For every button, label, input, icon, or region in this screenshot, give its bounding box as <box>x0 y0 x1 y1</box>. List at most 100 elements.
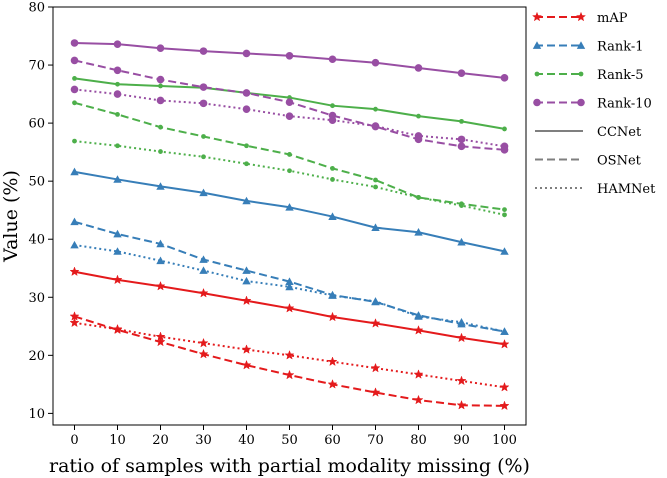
data-point <box>242 196 251 205</box>
data-point <box>287 152 292 157</box>
legend-label: Rank-10 <box>597 97 652 112</box>
data-point <box>287 168 292 174</box>
data-point <box>327 311 338 322</box>
data-point <box>241 359 252 370</box>
data-point <box>156 96 165 105</box>
data-point <box>199 99 208 108</box>
data-point <box>72 76 77 81</box>
data-point <box>371 122 380 130</box>
data-point <box>327 379 338 389</box>
data-point <box>70 217 79 226</box>
data-point <box>457 237 466 246</box>
plot-area <box>53 7 526 425</box>
data-point <box>241 344 252 354</box>
x-tick-label: 50 <box>281 433 298 448</box>
x-tick-label: 80 <box>410 433 427 448</box>
data-point <box>113 175 122 183</box>
y-tick-label: 20 <box>28 349 45 364</box>
legend-label: OSNet <box>597 154 642 169</box>
data-point <box>158 124 163 130</box>
y-tick-label: 60 <box>28 117 45 132</box>
data-point <box>115 81 120 87</box>
data-point <box>327 356 338 367</box>
data-point <box>242 266 251 274</box>
data-point <box>112 323 123 334</box>
data-point <box>330 177 335 182</box>
y-tick-label: 10 <box>28 407 45 422</box>
data-point <box>370 318 381 328</box>
data-point <box>198 337 209 348</box>
data-point <box>69 266 80 277</box>
data-point <box>199 83 208 91</box>
data-point <box>115 143 120 149</box>
y-tick-label: 50 <box>28 175 45 190</box>
y-axis: 10 20 30 40 50 60 70 80 <box>28 1 53 422</box>
data-point <box>413 394 424 405</box>
data-point <box>241 295 252 306</box>
x-tick-label: 40 <box>238 433 255 448</box>
legend-label: mAP <box>597 11 628 26</box>
data-point <box>457 318 466 326</box>
data-point <box>459 118 464 124</box>
legend-item-map: mAP <box>531 11 628 26</box>
legend-marker <box>577 98 585 107</box>
legend-marker <box>531 11 543 22</box>
data-point <box>113 229 122 238</box>
data-point <box>414 228 423 236</box>
data-point <box>70 39 79 47</box>
data-point <box>284 350 295 360</box>
data-point <box>285 282 294 291</box>
x-axis: 0 10 20 30 40 50 60 70 80 90 100 <box>70 425 517 448</box>
legend-item-hamnet: HAMNet <box>535 182 656 197</box>
data-point <box>285 277 294 285</box>
series-map-osnet <box>69 311 510 411</box>
data-point <box>70 240 79 249</box>
data-point <box>70 85 79 94</box>
data-point <box>414 64 423 72</box>
data-point <box>502 207 507 213</box>
data-point <box>413 325 424 335</box>
data-point <box>457 142 466 151</box>
data-point <box>244 143 249 149</box>
data-point <box>457 135 466 144</box>
data-point <box>330 103 335 109</box>
data-point <box>199 266 208 274</box>
data-point <box>242 89 251 97</box>
data-point <box>373 106 378 112</box>
x-axis-title: ratio of samples with partial modality m… <box>49 455 530 477</box>
data-point <box>285 51 294 60</box>
x-tick-label: 30 <box>195 433 212 448</box>
data-point <box>113 66 122 75</box>
data-point <box>330 165 335 171</box>
legend-item-ccnet: CCNet <box>535 125 642 140</box>
x-tick-label: 60 <box>324 433 341 448</box>
y-tick-label: 40 <box>28 233 45 248</box>
legend-item-osnet: OSNet <box>535 154 642 169</box>
data-point <box>328 55 337 64</box>
data-point <box>414 132 423 140</box>
legend: mAP Rank-1 Rank-5 Rank-10 CCNet OSNet HAMNet <box>531 11 656 197</box>
data-point <box>156 256 165 265</box>
data-point <box>113 90 122 98</box>
data-point <box>502 126 507 132</box>
data-point <box>113 40 122 48</box>
data-point <box>413 369 424 379</box>
data-point <box>500 327 509 335</box>
series-layer <box>69 39 510 411</box>
data-point <box>370 387 381 397</box>
x-tick-label: 20 <box>152 433 169 448</box>
legend-marker <box>578 71 584 77</box>
data-point <box>242 105 251 113</box>
data-point <box>70 56 79 65</box>
data-point <box>414 312 423 320</box>
series-rank-1-hamnet <box>70 240 509 335</box>
data-point <box>500 74 509 82</box>
data-point <box>198 348 209 359</box>
data-point <box>199 188 208 197</box>
data-point <box>457 69 466 77</box>
data-point <box>371 297 380 305</box>
data-point <box>416 195 421 200</box>
x-tick-label: 70 <box>367 433 384 448</box>
data-point <box>502 212 507 218</box>
data-point <box>371 58 380 67</box>
